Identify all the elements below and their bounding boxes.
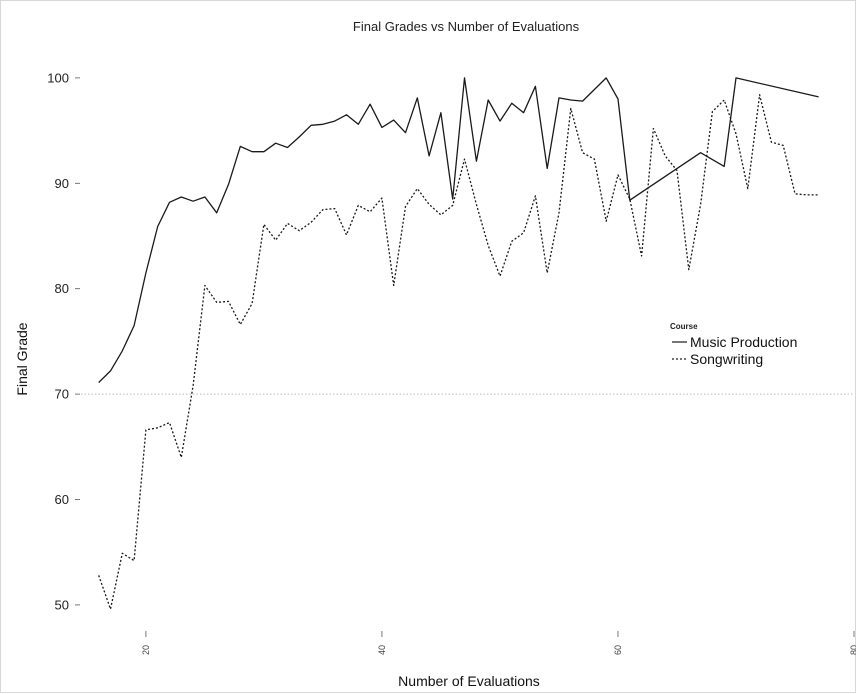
series-line-music-production bbox=[98, 77, 819, 383]
series-line-songwriting bbox=[98, 94, 819, 610]
y-tick-label: 100 bbox=[47, 70, 69, 85]
x-axis-title: Number of Evaluations bbox=[398, 673, 540, 689]
x-tick-label: 60 bbox=[613, 645, 623, 655]
x-tick-label: 40 bbox=[377, 645, 387, 655]
y-tick-label: 60 bbox=[55, 492, 69, 507]
legend-label: Songwriting bbox=[690, 351, 763, 367]
y-axis-ticks: 50 60 70 80 90 100 bbox=[47, 70, 80, 612]
chart-title: Final Grades vs Number of Evaluations bbox=[353, 19, 580, 34]
series-layer bbox=[98, 77, 819, 610]
x-tick-label: 20 bbox=[141, 645, 151, 655]
legend-label: Music Production bbox=[690, 334, 797, 350]
y-axis-title: Final Grade bbox=[14, 322, 30, 395]
y-tick-label: 70 bbox=[55, 387, 69, 402]
y-tick-label: 50 bbox=[55, 597, 69, 612]
y-tick-label: 90 bbox=[55, 176, 69, 191]
x-tick-label: 80 bbox=[849, 645, 856, 655]
y-tick-label: 80 bbox=[55, 281, 69, 296]
x-axis-ticks: 20 40 60 80 bbox=[141, 631, 856, 655]
legend-title: Course bbox=[670, 322, 698, 331]
